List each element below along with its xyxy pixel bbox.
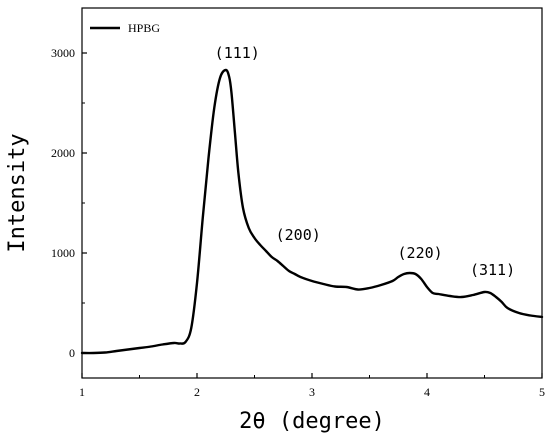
x-tick-label: 1: [79, 385, 85, 399]
x-tick-label: 5: [539, 385, 545, 399]
plot-frame: [81, 7, 543, 379]
x-tick-label: 2: [194, 385, 200, 399]
x-tick-label: 4: [424, 385, 430, 399]
series-line-hpbg: [80, 68, 544, 355]
y-tick-label: 0: [69, 346, 75, 360]
y-tick-label: 1000: [51, 246, 75, 260]
peak-label: (220): [398, 244, 443, 262]
y-axis-title: Intensity: [5, 133, 30, 252]
axis-ticks: [81, 52, 543, 378]
peak-annotations: (111) (200) (220) (311): [215, 44, 515, 279]
legend: HPBG: [90, 21, 160, 35]
peak-label: (311): [470, 261, 515, 279]
y-tick-label: 3000: [51, 46, 75, 60]
axis-tick-labels: 1 2 3 4 5 0 1000 2000 3000: [51, 46, 545, 399]
legend-label: HPBG: [128, 21, 160, 35]
peak-label: (111): [215, 44, 260, 62]
x-axis-title: 2θ (degree): [239, 409, 385, 434]
peak-label: (200): [276, 226, 321, 244]
y-tick-label: 2000: [51, 146, 75, 160]
x-tick-label: 3: [309, 385, 315, 399]
